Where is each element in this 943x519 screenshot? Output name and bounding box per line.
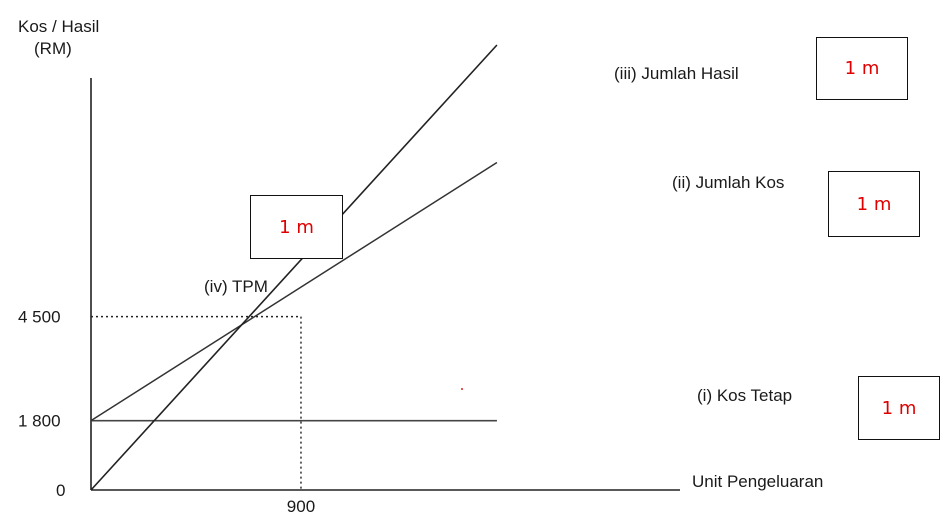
series-label-kos-tetap: (i) Kos Tetap: [697, 386, 792, 405]
y-tick-label: 4 500: [18, 308, 61, 327]
y-tick-label: 0: [56, 481, 65, 500]
y-axis-label-line-2: (RM): [34, 39, 72, 58]
series-jumlah-hasil-line: [90, 44, 498, 491]
x-axis-label: Unit Pengeluaran: [692, 472, 823, 491]
series-label-jumlah-hasil: (iii) Jumlah Hasil: [614, 64, 739, 83]
mark-box: 1 m: [250, 195, 343, 259]
stray-mark: [461, 388, 463, 390]
y-axis-label-line-1: Kos / Hasil: [18, 17, 100, 36]
series-jumlah-kos-line: [90, 161, 498, 422]
series-label-jumlah-kos: (ii) Jumlah Kos: [672, 173, 784, 192]
y-axis-label: Kos / Hasil (RM): [18, 16, 138, 60]
mark-box: 1 m: [828, 171, 920, 237]
x-tick-label: 900: [287, 497, 315, 516]
y-tick-label: 1 800: [18, 412, 61, 431]
mark-box: 1 m: [816, 37, 908, 100]
break-even-label: (iv) TPM: [204, 277, 268, 296]
mark-box: 1 m: [858, 376, 940, 440]
